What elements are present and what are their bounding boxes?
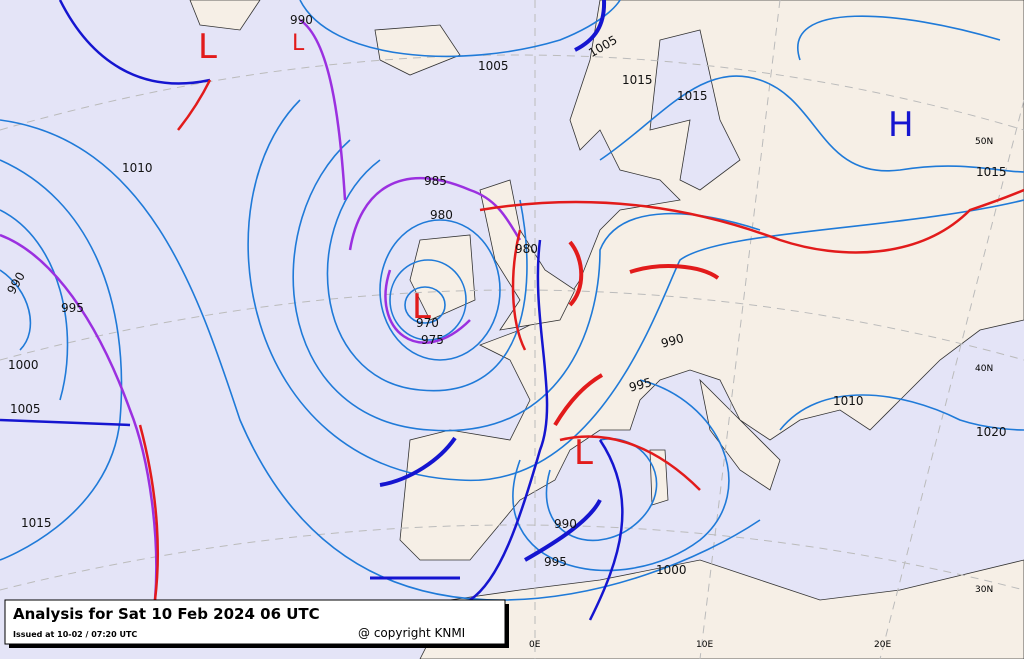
lat-label: 40N (975, 364, 993, 374)
pressure-centers: L L L L H (198, 27, 914, 473)
issued: Issued at 10-02 / 07:20 UTC (13, 630, 137, 639)
isobar-label: 995 (61, 301, 84, 315)
isobar-label: 995 (628, 375, 654, 394)
isobar-label: 990 (290, 13, 313, 27)
isobar-label: 1020 (976, 425, 1007, 439)
center-label: L (412, 287, 431, 327)
isobar-label: 1005 (478, 59, 509, 73)
isobars (0, 0, 1024, 601)
isobar-label: 975 (421, 333, 444, 347)
isobar-label: 1015 (976, 165, 1007, 179)
fronts (0, 0, 1024, 621)
isobar-label: 1000 (8, 358, 39, 372)
isobar-label: 980 (515, 242, 538, 256)
isobar-label: 995 (544, 555, 567, 569)
isobar-label: 1015 (21, 516, 52, 530)
isobar-label: 1005 (10, 402, 41, 416)
isobar-label: 1000 (656, 563, 687, 577)
isobar-label: 1010 (122, 161, 153, 175)
center-label: L (198, 27, 217, 67)
center-label: H (888, 105, 914, 145)
title-box: Analysis for Sat 10 Feb 2024 06 UTC Issu… (4, 599, 509, 648)
title: Analysis for Sat 10 Feb 2024 06 UTC (13, 605, 320, 623)
center-label: L (292, 31, 305, 56)
isobar-label: 990 (554, 517, 577, 531)
lat-label: 30N (975, 585, 993, 595)
isobar-label: 980 (430, 208, 453, 222)
lat-label: 50N (975, 137, 993, 147)
isobar-label: 990 (660, 331, 686, 350)
lon-label: 0E (529, 640, 541, 650)
copyright: @ copyright KNMI (358, 626, 465, 640)
isobar-label: 1015 (622, 73, 653, 87)
center-label: L (574, 433, 593, 473)
isobar-label: 1015 (677, 89, 708, 103)
graticule-labels: 50N 40N 30N 0E 10E 20E (529, 137, 993, 650)
isobar-label: 970 (416, 316, 439, 330)
lon-label: 10E (696, 640, 713, 650)
lon-label: 20E (874, 640, 891, 650)
isobar-label: 985 (424, 174, 447, 188)
isobar-label: 1010 (833, 394, 864, 408)
